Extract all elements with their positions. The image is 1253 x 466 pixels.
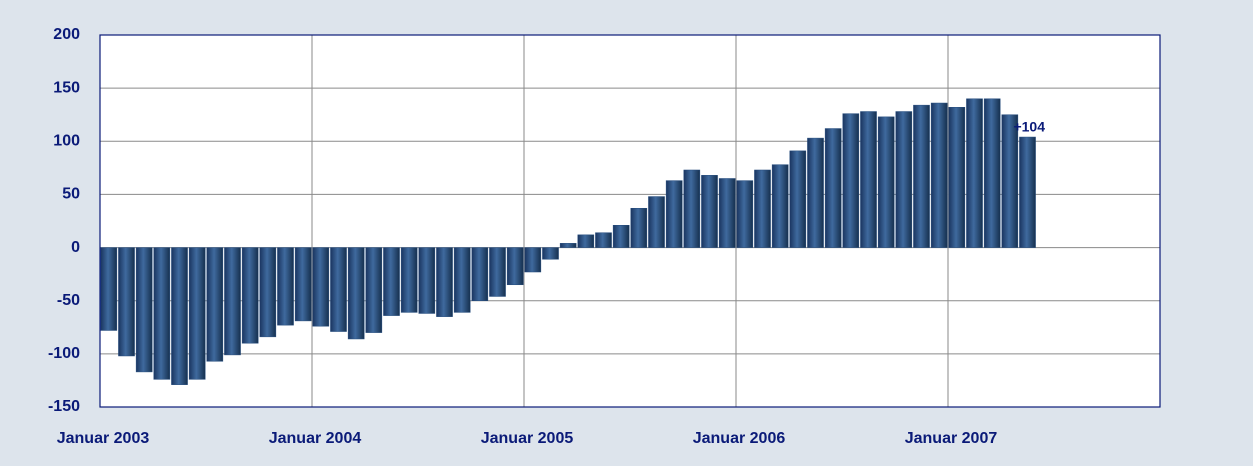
bar: [135, 247, 153, 373]
bar: [453, 247, 471, 313]
y-tick-label: 150: [53, 79, 80, 96]
bar: [665, 180, 683, 248]
bar: [224, 247, 241, 356]
bar: [683, 169, 701, 248]
x-tick-label: Januar 2006: [693, 430, 786, 447]
bar: [877, 116, 895, 248]
bar: [506, 247, 524, 286]
bar: [771, 164, 789, 248]
bar: [595, 232, 612, 248]
bar: [1019, 136, 1036, 248]
bar: [277, 247, 294, 326]
y-tick-label: -100: [48, 345, 80, 362]
bar: [436, 247, 453, 317]
bar: [330, 247, 347, 332]
bar: [895, 111, 913, 248]
bar: [241, 247, 259, 344]
bar: [524, 247, 542, 273]
bar: [824, 128, 842, 248]
plot-area: [100, 35, 1160, 407]
bar: [860, 111, 877, 248]
bar: [365, 247, 383, 333]
bar: [312, 247, 330, 327]
x-tick-label: Januar 2005: [481, 430, 574, 447]
bar: [188, 247, 206, 380]
bar: [100, 247, 118, 331]
bar: [612, 225, 630, 248]
bar: [489, 247, 506, 297]
bar: [153, 247, 171, 380]
x-tick-label: Januar 2004: [269, 430, 362, 447]
bar: [754, 169, 771, 248]
y-tick-label: 0: [71, 239, 80, 256]
x-tick-label: Januar 2007: [905, 430, 998, 447]
plot-border: [99, 34, 1161, 408]
bar: [630, 207, 648, 248]
bar: [913, 104, 930, 248]
bar: [930, 102, 948, 248]
y-tick-label: -50: [57, 292, 80, 309]
bar: [701, 175, 718, 248]
bar: [471, 247, 489, 301]
bar: [807, 137, 824, 248]
bar: [559, 243, 577, 248]
y-tick-label: 100: [53, 133, 80, 150]
bar: [1001, 114, 1019, 248]
y-tick-label: -150: [48, 398, 80, 415]
y-tick-label: 50: [62, 186, 80, 203]
x-tick-label: Januar 2003: [57, 430, 150, 447]
bar: [736, 180, 754, 248]
bar: [789, 150, 807, 248]
bar: [983, 98, 1001, 248]
bar: [118, 247, 135, 357]
bar: [294, 247, 312, 322]
bar: [206, 247, 224, 362]
bar: [842, 113, 860, 248]
bar: [577, 234, 595, 248]
bar: [259, 247, 277, 338]
bar: [418, 247, 436, 314]
bar: [171, 247, 188, 385]
value-label: +104: [1013, 119, 1045, 135]
bar: [948, 107, 966, 248]
bar: [347, 247, 365, 340]
bar: [542, 247, 559, 260]
bar: [966, 98, 983, 248]
bar: [648, 196, 665, 248]
bar: [400, 247, 418, 313]
bar: [718, 178, 736, 248]
y-tick-label: 200: [53, 26, 80, 43]
bar: [383, 247, 400, 316]
